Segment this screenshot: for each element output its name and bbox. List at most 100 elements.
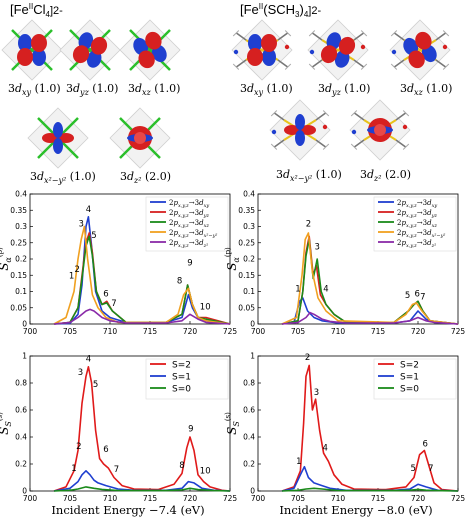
y-tick-label: 0.05 xyxy=(238,303,255,312)
left-orbital-label-3: 3dx²−y² (1.0) xyxy=(30,170,96,185)
legend-label: S=0 xyxy=(172,385,191,395)
y-axis-label: Sα(p) xyxy=(0,247,13,271)
x-tick-label: 715 xyxy=(371,327,386,336)
series-line-3 xyxy=(53,225,231,325)
right-orbital-label-3: 3dx²−y² (1.0) xyxy=(276,168,342,183)
methyl-bond xyxy=(315,112,327,121)
right-complex-title: [FeII(SCH3)4]2- xyxy=(240,2,321,19)
small-lobe xyxy=(402,124,408,130)
y-tick-label: 0.4 xyxy=(243,433,255,442)
lobe-negative xyxy=(262,48,276,66)
peak-label: 6 xyxy=(422,439,427,449)
hydrogen-bond xyxy=(270,110,278,117)
lobe-positive xyxy=(408,50,425,69)
hydrogen-bond xyxy=(402,143,410,150)
x-tick-label: 725 xyxy=(223,494,238,503)
hydrogen-bond xyxy=(390,63,398,70)
y-tick-label: 0 xyxy=(250,320,255,329)
y-tick-label: 0.35 xyxy=(238,206,255,215)
peak-label: 1 xyxy=(295,285,300,295)
right-orbital-0 xyxy=(231,19,293,81)
hydrogen-bond xyxy=(308,63,316,70)
lobe-center xyxy=(134,132,146,144)
lobe-positive xyxy=(247,48,263,66)
peak-label: 3 xyxy=(314,388,319,398)
x-tick-label: 710 xyxy=(331,327,346,336)
legend-label: S=2 xyxy=(172,361,191,371)
methyl-bond xyxy=(353,32,365,41)
series-line-2 xyxy=(281,487,459,492)
legend-box xyxy=(145,358,229,400)
small-lobe xyxy=(309,49,315,55)
x-tick-label: 725 xyxy=(451,494,466,503)
left-orbital-label-1: 3dyz (1.0) xyxy=(66,82,118,97)
hydrogen-bond xyxy=(308,30,316,37)
peak-label: 4 xyxy=(86,354,91,364)
series-line-2 xyxy=(53,486,231,492)
peak-label: 6 xyxy=(103,445,108,455)
y-axis-label: SS(s) xyxy=(0,412,13,435)
methyl-bond xyxy=(235,32,247,41)
legend-label: S=0 xyxy=(400,385,419,395)
x-tick-label: 720 xyxy=(183,327,198,336)
peak-label: 8 xyxy=(179,461,184,471)
peak-label: 2 xyxy=(76,442,81,452)
legend-label: 2px,y,z→3dxz xyxy=(169,219,209,229)
peak-label: 6 xyxy=(103,289,108,299)
left-x-axis-label: Incident Energy −7.4 (eV) xyxy=(51,503,204,517)
methyl-bond xyxy=(395,139,407,148)
series-line-3 xyxy=(281,232,459,325)
lobe-negative xyxy=(53,122,63,138)
legend-label: 2px,y,z→3dz² xyxy=(169,239,208,249)
small-lobe xyxy=(284,44,290,50)
legend-label: 2px,y,z→3dxz xyxy=(397,219,437,229)
left-orbital-label-4: 3dz² (2.0) xyxy=(120,170,171,185)
y-tick-label: 0.15 xyxy=(10,271,27,280)
peak-label: 1 xyxy=(69,272,74,282)
y-axis-label: Sα(p) xyxy=(224,247,241,271)
peak-label: 5 xyxy=(93,380,98,390)
small-lobe xyxy=(391,49,397,55)
x-tick-label: 710 xyxy=(331,494,346,503)
methyl-bond xyxy=(393,59,405,68)
right-orbital-4 xyxy=(349,99,411,161)
legend: 2px,y,z→3dxy2px,y,z→3dyz2px,y,z→3dxz2px,… xyxy=(145,196,229,252)
lobe-positive xyxy=(42,133,58,143)
hydrogen-bond xyxy=(322,143,330,150)
methyl-bond xyxy=(273,139,285,148)
spectra-panels: 700 705 710 715 720 72500.050.10.150.20.250.3… xyxy=(0,190,465,504)
hydrogen-bond xyxy=(284,63,292,70)
hydrogen-bond xyxy=(232,30,240,37)
left-orbital-0 xyxy=(1,19,63,81)
series-line-0 xyxy=(281,364,459,492)
x-tick-label: 705 xyxy=(63,494,78,503)
legend-label: S=2 xyxy=(400,361,419,371)
right-orbital-1 xyxy=(307,19,369,81)
y-tick-label: 0.05 xyxy=(10,303,27,312)
legend: 2px,y,z→3dxy2px,y,z→3dyz2px,y,z→3dxz2px,… xyxy=(373,196,457,252)
right-orbital-label-4: 3dz² (2.0) xyxy=(360,168,411,183)
right-x-axis-label: Incident Energy −8.0 (eV) xyxy=(279,503,432,517)
hydrogen-bond xyxy=(232,63,240,70)
hydrogen-bond xyxy=(442,63,450,70)
x-tick-label: 705 xyxy=(63,327,78,336)
y-tick-label: 1 xyxy=(250,352,255,361)
peak-label: 3 xyxy=(314,242,319,252)
x-tick-label: 715 xyxy=(371,494,386,503)
y-tick-label: 0.25 xyxy=(10,238,27,247)
y-tick-label: 0.25 xyxy=(238,238,255,247)
small-lobe xyxy=(271,129,277,135)
peak-label: 5 xyxy=(405,291,410,301)
left-orbital-2 xyxy=(119,19,181,81)
peak-label: 7 xyxy=(428,464,433,474)
right-orbital-label-0: 3dxy (1.0) xyxy=(240,82,293,97)
lobe-negative xyxy=(295,114,305,130)
peak-label: 7 xyxy=(420,293,425,303)
hydrogen-bond xyxy=(350,143,358,150)
legend-label: 2px,y,z→3dyz xyxy=(397,209,437,219)
peak-label: 10 xyxy=(200,466,211,476)
hydrogen-bond xyxy=(284,30,292,37)
methyl-bond xyxy=(273,112,285,121)
legend-label: S=1 xyxy=(400,373,419,383)
